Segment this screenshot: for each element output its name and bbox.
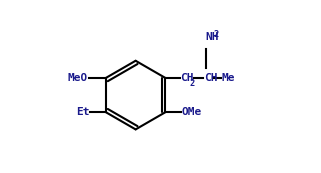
Text: CH: CH [204, 73, 217, 83]
Text: 2: 2 [190, 79, 195, 88]
Text: Me: Me [222, 73, 236, 83]
Text: NH: NH [206, 32, 219, 42]
Text: OMe: OMe [182, 107, 202, 117]
Text: MeO: MeO [68, 73, 88, 83]
Text: Et: Et [76, 107, 90, 117]
Text: CH: CH [180, 73, 194, 83]
Text: 2: 2 [213, 30, 219, 39]
